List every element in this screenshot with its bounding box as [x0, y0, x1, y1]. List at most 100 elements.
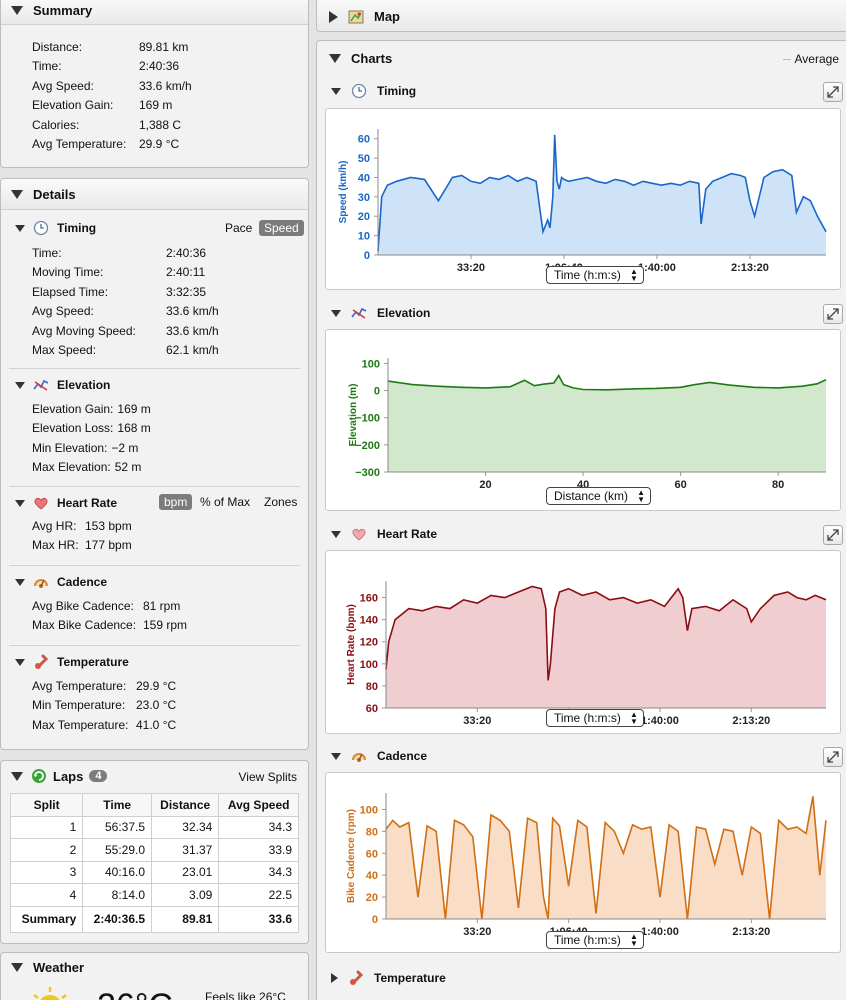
- stat-label: Max Temperature:: [32, 717, 129, 732]
- x-tick-label: 1:40:00: [641, 926, 679, 938]
- temperature-chart-header[interactable]: Temperature: [317, 965, 846, 991]
- laps-summary-row: Summary 2:40:36.5 89.81 33.6: [9, 905, 299, 933]
- timing-section-header[interactable]: Timing: [1, 216, 308, 240]
- expand-chart-button[interactable]: [823, 304, 843, 324]
- collapse-triangle-icon[interactable]: [331, 87, 341, 95]
- time-axis-select[interactable]: Time (h:m:s) ▲ ▼: [546, 266, 644, 284]
- expand-chart-button[interactable]: [823, 747, 843, 767]
- stat-label: Max Elevation:: [32, 460, 111, 475]
- map-icon: [348, 10, 364, 23]
- divider: [9, 486, 300, 487]
- collapse-triangle-icon[interactable]: [11, 189, 23, 199]
- view-splits-link[interactable]: View Splits: [238, 770, 297, 784]
- table-cell: 3: [9, 860, 84, 884]
- collapse-triangle-icon[interactable]: [15, 224, 25, 232]
- stat-row: Time: 2:40:36: [32, 57, 179, 77]
- stat-row: Avg Moving Speed: 33.6 km/h: [32, 322, 219, 342]
- charts-header[interactable]: Charts Average: [317, 41, 846, 76]
- cadence-chart-header[interactable]: Cadence: [317, 743, 846, 769]
- laps-header[interactable]: Laps 4 View Splits: [1, 761, 308, 791]
- temperature-chart-title: Temperature: [374, 971, 446, 985]
- stat-value: 23.0 °C: [136, 698, 177, 713]
- bpm-toggle[interactable]: bpm: [159, 494, 193, 510]
- collapse-triangle-icon[interactable]: [331, 752, 341, 760]
- laps-column-header[interactable]: Split: [9, 793, 84, 817]
- expand-chart-button[interactable]: [823, 525, 843, 545]
- y-tick-label: 0: [374, 386, 380, 398]
- zones-toggle[interactable]: Zones: [264, 495, 298, 509]
- sun-icon: [33, 987, 67, 1000]
- distance-axis-select[interactable]: Distance (km) ▲ ▼: [546, 487, 652, 505]
- expand-triangle-icon[interactable]: [329, 10, 338, 23]
- y-axis-label: Speed (km/h): [338, 161, 349, 224]
- table-cell: 4: [9, 883, 84, 907]
- table-row[interactable]: 3 40:16.0 23.01 34.3: [9, 860, 299, 884]
- stat-row: Avg Bike Cadence: 81 rpm: [32, 597, 180, 617]
- expand-arrows-icon: [827, 529, 839, 541]
- y-tick-label: 60: [366, 703, 378, 715]
- laps-column-header[interactable]: Distance: [151, 793, 220, 817]
- stat-value: 33.6 km/h: [139, 78, 192, 93]
- collapse-triangle-icon[interactable]: [15, 658, 25, 666]
- summary-header[interactable]: Summary: [1, 0, 308, 25]
- pace-toggle[interactable]: Pace: [225, 221, 253, 235]
- elevation-section-header[interactable]: Elevation: [1, 373, 308, 397]
- elevation-title: Elevation: [57, 378, 111, 392]
- collapse-triangle-icon[interactable]: [11, 771, 23, 781]
- laps-column-header[interactable]: Avg Speed: [218, 793, 299, 817]
- stat-label: Avg Temperature:: [32, 137, 127, 151]
- heart-rate-chart-header[interactable]: Heart Rate: [317, 521, 846, 547]
- percent-of-max-toggle[interactable]: % of Max: [200, 495, 251, 509]
- series-area: [388, 375, 826, 472]
- timing-chart-title: Timing: [377, 84, 417, 98]
- heart-rate-section-header[interactable]: Heart Rate: [1, 491, 308, 515]
- heart-rate-chart: 608010012014016033:201:06:401:40:002:13:…: [325, 550, 841, 734]
- temperature-section-header[interactable]: Temperature: [1, 650, 308, 674]
- collapse-triangle-icon[interactable]: [15, 578, 25, 586]
- cadence-section-header[interactable]: Cadence: [1, 570, 308, 594]
- expand-chart-button[interactable]: [823, 82, 843, 102]
- stat-value: 1,388 C: [139, 117, 182, 132]
- stat-label: Avg Bike Cadence:: [32, 599, 134, 613]
- speed-toggle[interactable]: Speed: [259, 220, 304, 236]
- y-tick-label: −100: [355, 413, 380, 425]
- collapse-triangle-icon[interactable]: [15, 499, 25, 507]
- stat-value: 52 m: [114, 460, 142, 475]
- collapse-triangle-icon[interactable]: [331, 309, 341, 317]
- collapse-triangle-icon[interactable]: [331, 530, 341, 538]
- stat-value: 2:40:11: [166, 265, 206, 280]
- stat-row: Calories: 1,388 C: [32, 116, 181, 136]
- clock-icon: [351, 83, 367, 99]
- details-header[interactable]: Details: [1, 179, 308, 210]
- expand-triangle-icon[interactable]: [331, 973, 338, 983]
- map-title: Map: [374, 9, 400, 24]
- clock-icon: [33, 220, 49, 236]
- map-header[interactable]: Map: [317, 0, 846, 31]
- elevation-chart-header[interactable]: Elevation: [317, 300, 846, 326]
- laps-column-header[interactable]: Time: [82, 793, 153, 817]
- collapse-triangle-icon[interactable]: [11, 962, 23, 972]
- stat-row: Max HR: 177 bpm: [32, 536, 132, 556]
- stat-row: Distance: 89.81 km: [32, 38, 188, 58]
- divider: [9, 368, 300, 369]
- laps-table: Split Time Distance Avg Speed 1 56:37.5 32.34…: [9, 793, 299, 933]
- stat-label: Min Temperature:: [32, 698, 126, 713]
- stat-label: Time:: [32, 59, 62, 74]
- weather-header[interactable]: Weather: [1, 953, 308, 981]
- heart-rate-title: Heart Rate: [57, 496, 118, 510]
- stat-row: Avg Temperature: 29.9 °C: [32, 135, 179, 155]
- table-row[interactable]: 4 8:14.0 3.09 22.5: [9, 883, 299, 907]
- timing-chart-header[interactable]: Timing: [317, 78, 846, 104]
- table-row[interactable]: 2 55:29.0 31.37 33.9: [9, 838, 299, 862]
- time-axis-select[interactable]: Time (h:m:s) ▲ ▼: [546, 931, 644, 949]
- cadence-chart: 02040608010033:201:06:401:40:002:13:20Bi…: [325, 772, 841, 953]
- time-axis-select[interactable]: Time (h:m:s) ▲ ▼: [546, 709, 644, 727]
- select-arrows-icon: ▲ ▼: [629, 932, 638, 948]
- stat-label: Max Speed:: [32, 343, 97, 357]
- collapse-triangle-icon[interactable]: [15, 381, 25, 389]
- stat-value: 153 bpm: [85, 519, 132, 533]
- collapse-triangle-icon[interactable]: [11, 6, 23, 15]
- table-row[interactable]: 1 56:37.5 32.34 34.3: [9, 815, 299, 839]
- collapse-triangle-icon[interactable]: [329, 54, 341, 63]
- x-tick-label: 2:13:20: [732, 926, 770, 938]
